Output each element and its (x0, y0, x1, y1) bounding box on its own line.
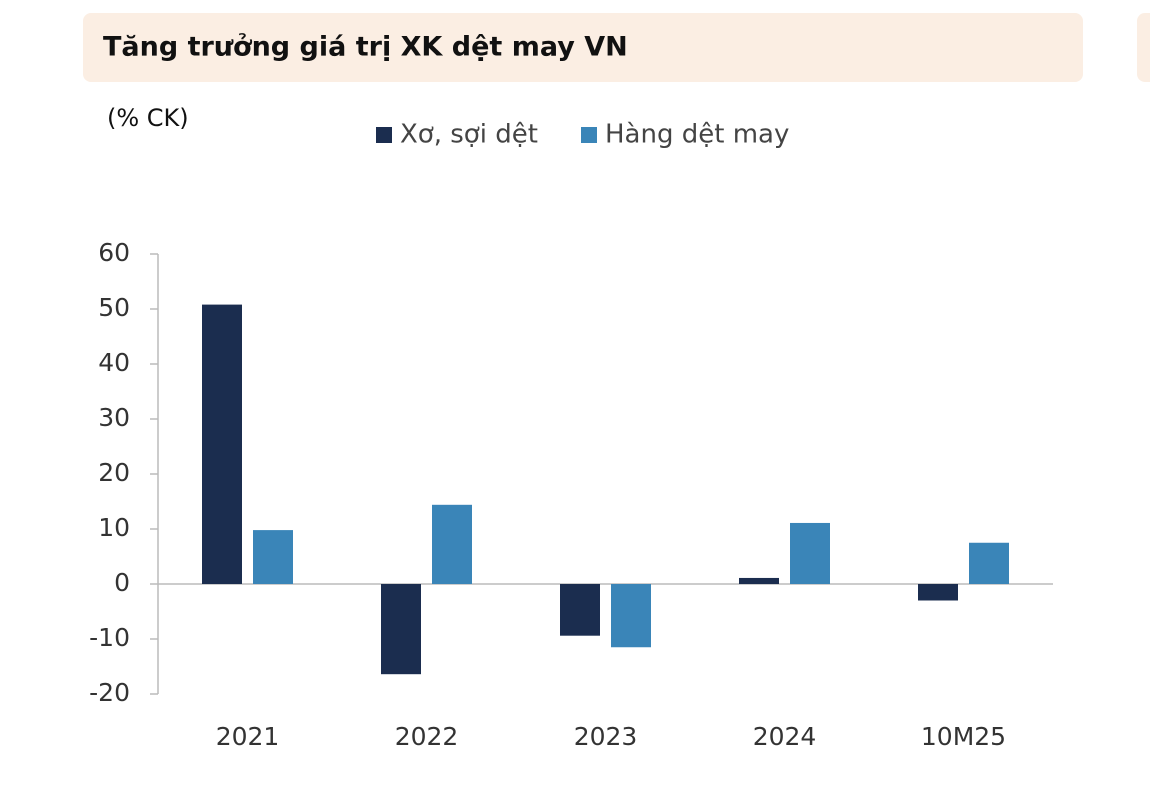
legend-label: Xơ, sợi dệt (400, 120, 538, 150)
y-tick-label: 30 (98, 403, 130, 432)
bar (611, 584, 651, 648)
title-box (83, 13, 1083, 82)
bar (202, 304, 242, 584)
bar (253, 530, 293, 584)
bar (739, 577, 779, 584)
bar (432, 504, 472, 584)
y-tick-label: 0 (114, 568, 130, 597)
x-tick-label: 2024 (753, 722, 817, 751)
bar (918, 584, 958, 601)
y-tick-label: -10 (89, 623, 130, 652)
legend-swatch (581, 127, 597, 143)
legend-label: Hàng dệt may (605, 120, 789, 150)
y-tick-label: 50 (98, 293, 130, 322)
side-box (1137, 13, 1150, 82)
bar (560, 584, 600, 636)
legend-swatch (376, 127, 392, 143)
y-tick-label: 10 (98, 513, 130, 542)
y-tick-label: 40 (98, 348, 130, 377)
y-tick-label: 60 (98, 238, 130, 267)
x-tick-label: 2022 (395, 722, 459, 751)
bar (969, 542, 1009, 584)
bar (381, 584, 421, 675)
x-tick-label: 10M25 (921, 722, 1006, 751)
y-tick-label: 20 (98, 458, 130, 487)
x-tick-label: 2023 (574, 722, 638, 751)
y-tick-label: -20 (89, 678, 130, 707)
chart-title: Tăng trưởng giá trị XK dệt may VN (103, 32, 628, 63)
y-axis-label: (% CK) (107, 104, 189, 132)
x-tick-label: 2021 (216, 722, 280, 751)
bar (790, 522, 830, 584)
